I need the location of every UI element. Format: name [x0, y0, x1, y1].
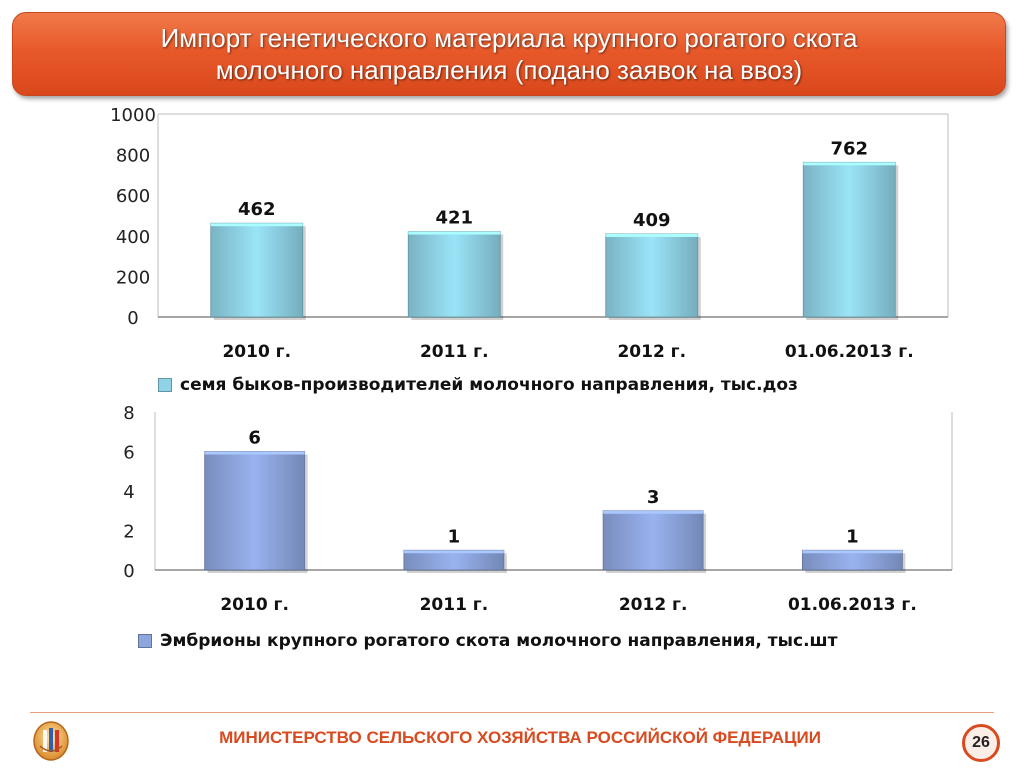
- chart2-data-label: 3: [647, 487, 660, 508]
- chart1-y-tick-label: 400: [116, 227, 150, 248]
- slide-title-line2: молочного направления (подано заявок на …: [215, 55, 803, 85]
- chart1-bar-highlight: [408, 231, 501, 235]
- chart2-bar: [602, 510, 704, 571]
- footer-ministry-name: МИНИСТЕРСТВО СЕЛЬСКОГО ХОЗЯЙСТВА РОССИЙС…: [219, 728, 821, 747]
- chart2-category-label: 2011 г.: [420, 595, 489, 615]
- footer-divider: [30, 712, 994, 713]
- ministry-emblem-icon: [31, 720, 71, 762]
- embryo-imports-chart: 0 2 4 6 8 6 2010 г. 1 2011 г. 3 2012 г. 1 01.06.2013…: [123, 403, 953, 615]
- chart1-data-label: 762: [830, 138, 868, 159]
- page-number-badge: 26: [962, 724, 1000, 762]
- chart1-y-tick-label: 0: [127, 308, 138, 329]
- chart2-y-tick-label: 8: [123, 403, 134, 424]
- chart2-bar-highlight: [204, 451, 305, 455]
- slide-title-line1: Импорт генетического материала крупного …: [160, 23, 858, 53]
- chart1-bar: [210, 222, 304, 318]
- chart2-bar-highlight: [603, 510, 704, 514]
- slide-title-banner: Импорт генетического материала крупного …: [12, 12, 1006, 96]
- chart1-y-tick-label: 200: [116, 267, 150, 288]
- chart1-legend-swatch: [158, 378, 172, 392]
- chart2-y-tick-label: 6: [123, 443, 134, 464]
- chart1-y-tick-label: 600: [116, 186, 150, 207]
- chart1-bar-highlight: [605, 233, 698, 237]
- chart2-y-tick-label: 2: [123, 522, 134, 543]
- chart2-data-label: 6: [248, 428, 261, 449]
- chart2-data-label: 1: [448, 526, 461, 547]
- chart2-data-label: 1: [846, 526, 859, 547]
- chart1-bar-highlight: [803, 162, 896, 166]
- chart2-category-label: 2010 г.: [220, 595, 289, 615]
- chart1-data-label: 462: [238, 199, 276, 220]
- chart1-bar: [407, 231, 501, 318]
- chart1-category-label: 2012 г.: [617, 342, 686, 362]
- chart1-category-label: 2010 г.: [222, 342, 291, 362]
- chart2-category-label: 2012 г.: [619, 595, 688, 615]
- chart1-y-tick-label: 800: [116, 146, 150, 167]
- chart2-bar-highlight: [802, 550, 903, 554]
- chart2-legend-swatch: [138, 634, 152, 648]
- chart1-data-label: 409: [633, 210, 671, 231]
- chart2-bar-highlight: [403, 550, 504, 554]
- chart1-category-label: 2011 г.: [420, 342, 489, 362]
- chart2-legend-label: Эмбрионы крупного рогатого скота молочно…: [160, 631, 838, 651]
- chart2-category-label: 01.06.2013 г.: [788, 595, 917, 615]
- chart1-y-tick-label: 1000: [110, 105, 156, 126]
- chart1-legend: семя быков-производителей молочного напр…: [158, 375, 798, 395]
- chart2-bar: [204, 451, 306, 571]
- chart2-y-tick-label: 0: [123, 561, 134, 582]
- chart1-data-label: 421: [435, 208, 473, 229]
- chart1-legend-label: семя быков-производителей молочного напр…: [180, 375, 798, 395]
- chart1-category-label: 01.06.2013 г.: [785, 342, 914, 362]
- chart1-bar: [605, 233, 699, 318]
- semen-imports-chart: 0 200 400 600 800 1000 462 2010 г. 421 2011 г. 409…: [110, 105, 949, 362]
- chart2-legend: Эмбрионы крупного рогатого скота молочно…: [138, 631, 837, 651]
- chart2-y-tick-label: 4: [123, 482, 134, 503]
- chart1-bar-highlight: [210, 223, 303, 227]
- chart1-bar: [802, 161, 896, 318]
